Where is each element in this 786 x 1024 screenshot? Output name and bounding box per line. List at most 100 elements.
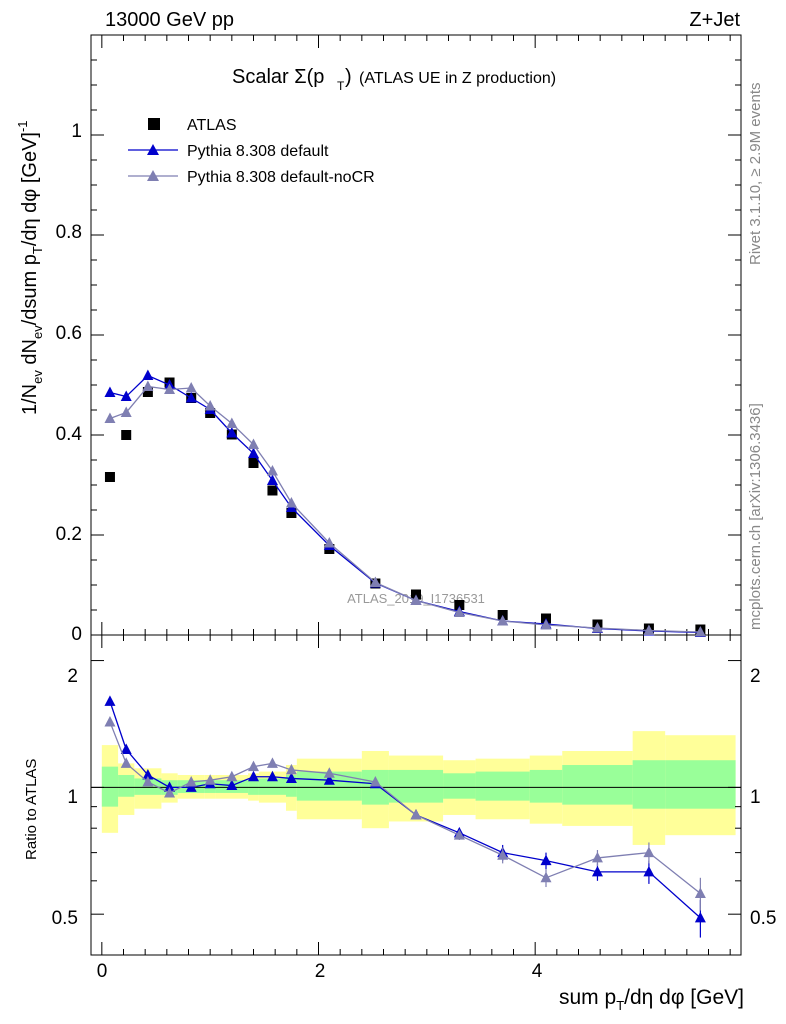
series-point-main [120, 406, 132, 417]
band-green [632, 760, 666, 809]
legend-marker-atlas [148, 118, 160, 130]
ytick-ratio-right-1: 1 [750, 787, 761, 808]
series-point-main [540, 619, 552, 630]
x-tick-labels: 0 2 4 [97, 961, 543, 982]
rivet-label: Rivet 3.1.10, ≥ 2.9M events [747, 83, 764, 266]
title-paren: (ATLAS UE in Z production) [359, 70, 556, 87]
series-point-main [226, 417, 238, 428]
ytick-main-0.8: 0.8 [56, 222, 82, 243]
legend-marker-default [147, 144, 159, 155]
series-point-ratio [142, 768, 154, 780]
ytick-ratio-0.5: 0.5 [52, 908, 78, 929]
xtick-2: 2 [315, 961, 326, 982]
legend-label-nocr: Pythia 8.308 default-noCR [187, 169, 375, 186]
series-point-ratio [142, 775, 154, 787]
ytick-ratio-right-2: 2 [750, 666, 761, 687]
series-point-ratio [540, 854, 552, 866]
band-green [286, 774, 297, 797]
series-point-ratio [285, 763, 297, 775]
atlas-data-point [142, 387, 153, 397]
atlas-data-point [104, 472, 115, 482]
xtick-4: 4 [532, 961, 543, 982]
title-close: ) [345, 66, 352, 88]
ytick-ratio-2: 2 [67, 666, 78, 687]
title-sub: T [337, 79, 345, 93]
ytick-ratio-right-0.5: 0.5 [750, 908, 776, 929]
series-point-main [248, 438, 259, 449]
band-green [562, 765, 633, 805]
ytick-main-0.6: 0.6 [56, 323, 82, 344]
series-point-ratio [323, 767, 335, 778]
series-point-ratio [266, 757, 278, 768]
ytick-main-0.2: 0.2 [56, 524, 82, 545]
ytick-main-0: 0 [71, 624, 82, 645]
series-point-ratio [643, 865, 655, 877]
series-point-main [453, 606, 465, 617]
series-point-main [120, 390, 132, 401]
series-point-ratio [104, 715, 116, 727]
series-point-main [266, 474, 278, 485]
band-green [443, 773, 476, 799]
series-line-main [109, 385, 701, 633]
atlas-data-point [248, 458, 259, 468]
series-point-main [104, 412, 116, 423]
series-point-ratio [226, 770, 238, 782]
svg-text:sum pT/dη dφ [GeV]: sum pT/dη dφ [GeV] [559, 986, 744, 1013]
series-point-main [164, 383, 176, 394]
mcplots-label: mcplots.cern.ch [arXiv:1306.3436] [747, 403, 764, 630]
legend-label-default: Pythia 8.308 default [187, 143, 329, 160]
ratio-y-tick-labels: 0.5 1 2 0.5 1 2 [52, 666, 777, 929]
ytick-main-1: 1 [71, 121, 82, 142]
plot-title: Scalar Σ(p T ) (ATLAS UE in Z production… [232, 66, 556, 93]
band-green [248, 778, 259, 795]
series-point-ratio [248, 760, 259, 772]
atlas-data-point [121, 430, 132, 440]
series-point-ratio [643, 846, 655, 858]
series-point-main [185, 382, 197, 393]
series-point-main [591, 622, 603, 633]
series-point-ratio [120, 743, 132, 755]
series-point-ratio [591, 851, 603, 863]
ytick-ratio-1: 1 [67, 787, 78, 808]
svg-text:1/Nev dNev/dsum pT/dη dφ [GeV: 1/Nev dNev/dsum pT/dη dφ [GeV]-1 [15, 120, 45, 415]
series-point-ratio [185, 775, 197, 787]
series-point-main [285, 497, 297, 508]
series-point-ratio [369, 775, 381, 787]
atlas-data-point [454, 600, 465, 610]
band-green [134, 778, 162, 795]
main-y-tick-labels: 0 0.2 0.4 0.6 0.8 1 [56, 121, 83, 645]
series-point-ratio [540, 871, 552, 883]
band-green [101, 766, 119, 807]
series-point-ratio [694, 887, 706, 898]
band-green [118, 774, 135, 797]
x-axis-label: sum pT/dη dφ [GeV] [559, 986, 744, 1013]
series-point-ratio [185, 781, 197, 792]
main-y-axis-label: 1/Nev dNev/dsum pT/dη dφ [GeV]-1 [15, 120, 45, 415]
axis-ticks [91, 35, 741, 955]
series-point-main [323, 537, 335, 548]
header-right: Z+Jet [689, 9, 740, 31]
legend-label-atlas: ATLAS [187, 117, 237, 134]
band-green [665, 760, 736, 809]
legend-marker-nocr [147, 170, 159, 181]
series-point-ratio [453, 829, 465, 840]
series-point-main [142, 369, 154, 380]
series-point-main [226, 427, 238, 438]
series-point-ratio [164, 786, 176, 798]
series-point-main [369, 576, 381, 587]
series-point-main [266, 465, 278, 476]
series-point-ratio [104, 695, 116, 706]
ratio-y-axis-label: Ratio to ATLAS [23, 759, 40, 860]
series-point-ratio [694, 911, 706, 923]
series-point-ratio [323, 774, 335, 785]
header-left: 13000 GeV pp [105, 9, 234, 31]
series-point-main [142, 380, 154, 391]
ratio-uncertainty-bands [91, 731, 741, 845]
series-point-ratio [120, 757, 132, 768]
series-point-ratio [266, 770, 278, 782]
series-point-ratio [204, 774, 216, 785]
atlas-data-point [267, 485, 278, 496]
ratio-plot-frame [90, 634, 742, 956]
atlas-data-point [286, 508, 297, 518]
